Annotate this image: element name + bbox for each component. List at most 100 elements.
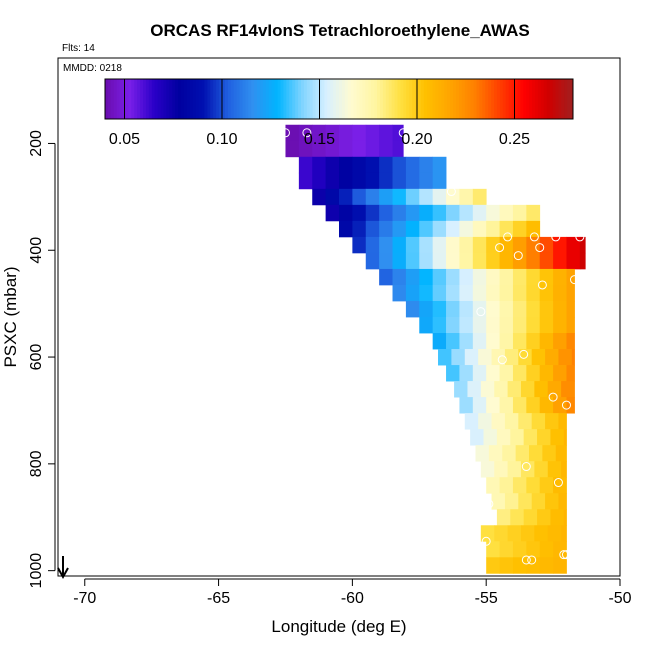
heatmap-cell [446, 221, 460, 237]
heatmap-cell [513, 541, 527, 557]
heatmap-cell [352, 125, 366, 141]
heatmap-cell [393, 189, 407, 205]
heatmap-cell [534, 381, 548, 397]
colorbar-segment [488, 79, 491, 119]
heatmap-cell [513, 253, 527, 269]
heatmap-cell [366, 141, 380, 157]
x-tick-label: -70 [73, 590, 96, 607]
colorbar-segment [228, 79, 231, 119]
heatmap-cell [486, 221, 500, 237]
heatmap-cell [500, 253, 514, 269]
heatmap-cell [564, 509, 567, 525]
heatmap-cell [406, 237, 420, 253]
heatmap-cell [459, 285, 473, 301]
heatmap-cell [486, 205, 500, 221]
colorbar-segment [433, 79, 436, 119]
colorbar-segment [409, 79, 412, 119]
colorbar-segment [240, 79, 243, 119]
colorbar-segment [538, 79, 541, 119]
colorbar-segment [321, 79, 324, 119]
heatmap-cell [553, 397, 567, 413]
heatmap-cell [532, 413, 546, 429]
colorbar-segment [316, 79, 319, 119]
heatmap-cell [486, 253, 500, 269]
heatmap-cell [489, 445, 503, 461]
x-axis-label: Longitude (deg E) [271, 617, 406, 636]
heatmap-cell [500, 397, 514, 413]
colorbar-segment [137, 79, 140, 119]
heatmap-cell [366, 221, 380, 237]
heatmap-cell [505, 413, 519, 429]
heatmap-cell [513, 269, 527, 285]
heatmap-cell [513, 205, 527, 221]
colorbar-segment [377, 79, 380, 119]
heatmap-cell [486, 317, 500, 333]
heatmap-cell [352, 221, 366, 237]
heatmap-cell [566, 333, 574, 349]
colorbar-segment [292, 79, 295, 119]
heatmap-cell [540, 317, 554, 333]
colorbar-segment [149, 79, 152, 119]
colorbar-segment [237, 79, 240, 119]
heatmap-cell [379, 269, 393, 285]
colorbar-segment [202, 79, 205, 119]
colorbar-segment [105, 79, 108, 119]
heatmap-cell [486, 557, 500, 573]
heatmap-cell [540, 285, 554, 301]
colorbar-tick-label: 0.05 [109, 131, 140, 148]
heatmap-cell [446, 317, 460, 333]
colorbar-segment [555, 79, 558, 119]
heatmap-cell [513, 477, 527, 493]
heatmap-cell [524, 429, 538, 445]
heatmap-cell [406, 285, 420, 301]
colorbar-segment [465, 79, 468, 119]
colorbar-segment [547, 79, 550, 119]
colorbar-segment [301, 79, 304, 119]
colorbar-segment [395, 79, 398, 119]
colorbar-segment [310, 79, 313, 119]
heatmap-cell [299, 173, 313, 189]
colorbar-segment [553, 79, 556, 119]
heatmap-cell [419, 269, 433, 285]
heatmap-cell [510, 429, 524, 445]
heatmap-cell [561, 525, 567, 541]
colorbar-segment [515, 79, 518, 119]
colorbar-segment [383, 79, 386, 119]
colorbar-segment [456, 79, 459, 119]
heatmap [285, 125, 585, 574]
colorbar-segment [210, 79, 213, 119]
heatmap-cell [500, 365, 514, 381]
y-tick-label: 800 [28, 450, 45, 477]
heatmap-cell [513, 285, 527, 301]
heatmap-cell [484, 429, 498, 445]
heatmap-cell [553, 317, 567, 333]
heatmap-cell [473, 285, 487, 301]
heatmap-cell [494, 461, 508, 477]
heatmap-cell [433, 301, 447, 317]
heatmap-cell [486, 269, 500, 285]
heatmap-cell [433, 333, 447, 349]
colorbar-segment [386, 79, 389, 119]
heatmap-cell [486, 285, 500, 301]
heatmap-cell [393, 173, 407, 189]
colorbar-segment [424, 79, 427, 119]
heatmap-cell [526, 477, 540, 493]
heatmap-cell [366, 173, 380, 189]
heatmap-cell [500, 541, 514, 557]
heatmap-cell [446, 189, 460, 205]
heatmap-cell [339, 189, 353, 205]
heatmap-cell [419, 221, 433, 237]
y-tick-label: 600 [28, 344, 45, 371]
heatmap-cell [481, 461, 495, 477]
heatmap-cell [524, 509, 538, 525]
colorbar-segment [193, 79, 196, 119]
heatmap-cell [446, 237, 460, 253]
colorbar-segment [128, 79, 131, 119]
heatmap-cell [285, 125, 299, 141]
chart: ORCAS RF14vIonS Tetrachloroethylene_AWAS… [0, 0, 650, 650]
colorbar-segment [333, 79, 336, 119]
heatmap-cell [540, 333, 554, 349]
heatmap-cell [537, 509, 551, 525]
colorbar-segment [275, 79, 278, 119]
colorbar-segment [207, 79, 210, 119]
